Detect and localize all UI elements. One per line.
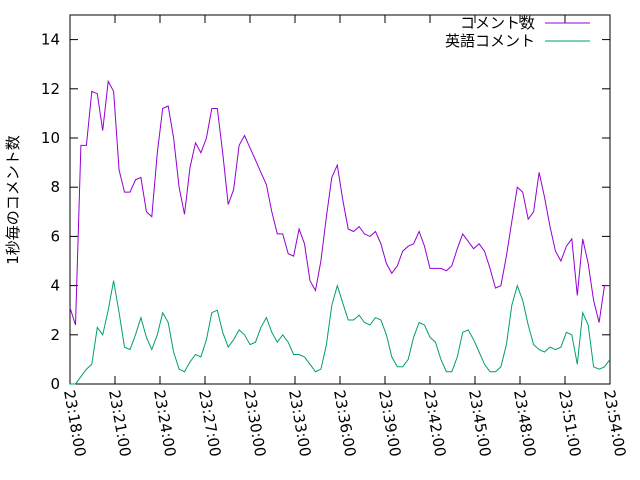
series-line-0 bbox=[69, 79, 610, 326]
y-tick-label: 0 bbox=[50, 375, 60, 393]
legend-label: コメント数 bbox=[460, 14, 535, 32]
x-tick-label: 23:24:00 bbox=[150, 389, 179, 458]
y-tick-label: 10 bbox=[41, 129, 60, 147]
x-tick-label: 23:51:00 bbox=[555, 389, 584, 458]
x-tick-label: 23:39:00 bbox=[375, 389, 404, 458]
y-axis: 0 2 4 6 8 10 12 14 bbox=[41, 31, 610, 393]
y-tick-label: 4 bbox=[50, 277, 60, 295]
y-axis-label: 1秒毎のコメント数 bbox=[4, 135, 22, 265]
x-tick-label: 23:48:00 bbox=[510, 389, 539, 458]
x-tick-label: 23:42:00 bbox=[420, 389, 449, 458]
legend-label: 英語コメント bbox=[445, 32, 535, 50]
x-tick-label: 23:21:00 bbox=[105, 389, 134, 458]
y-tick-label: 12 bbox=[41, 80, 60, 98]
series-line-1 bbox=[70, 280, 611, 385]
y-tick-label: 14 bbox=[41, 31, 60, 49]
x-tick-label: 23:54:00 bbox=[600, 389, 629, 458]
y-tick-label: 2 bbox=[50, 326, 60, 344]
y-tick-label: 8 bbox=[50, 178, 60, 196]
y-tick-label: 6 bbox=[50, 227, 60, 245]
x-tick-label: 23:33:00 bbox=[285, 389, 314, 458]
x-tick-label: 23:30:00 bbox=[240, 389, 269, 458]
x-tick-label: 23:27:00 bbox=[195, 389, 224, 458]
x-tick-label: 23:45:00 bbox=[465, 389, 494, 458]
series-layer bbox=[69, 79, 611, 385]
x-axis: 23:18:00 23:21:00 23:24:00 23:27:00 23:30:00… bbox=[60, 15, 629, 458]
x-tick-label: 23:36:00 bbox=[330, 389, 359, 458]
x-tick-label: 23:18:00 bbox=[60, 389, 89, 458]
